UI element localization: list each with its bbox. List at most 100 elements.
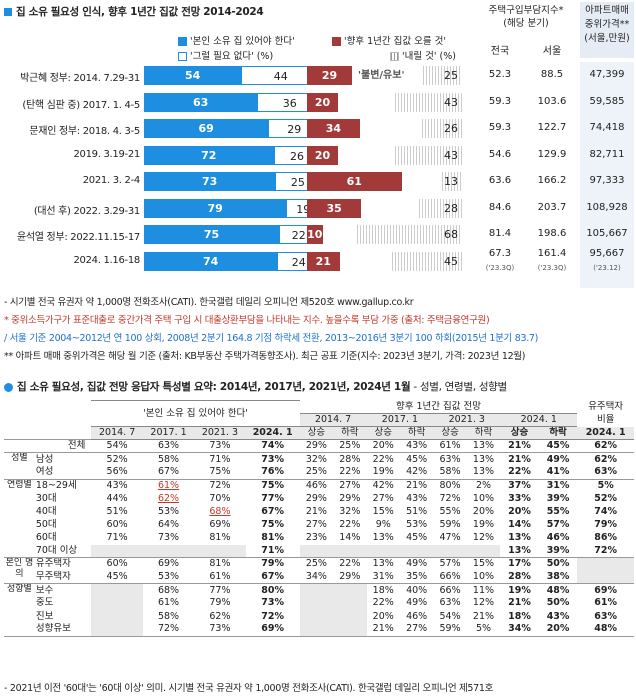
need-cell: 53% — [157, 505, 180, 517]
need-cell: 75% — [261, 518, 285, 530]
outlook-cell: 58% — [439, 466, 461, 478]
index-seoul: 166.2 — [537, 175, 567, 186]
need-cell: 58% — [142, 452, 195, 466]
legend-swatch-icon — [178, 37, 187, 46]
need-cell: 54% — [91, 439, 143, 453]
outlook-cell: 32% — [339, 505, 361, 517]
need-cell: 67% — [261, 571, 285, 583]
owner-cell: 72% — [594, 544, 618, 556]
index-national: 63.6 — [488, 175, 512, 186]
need-cell: 61% — [142, 478, 195, 493]
need-cell — [91, 610, 143, 624]
outlook-cell: 34% — [508, 623, 531, 635]
outlook-cell: 72% — [439, 492, 461, 504]
legend-up: '향후 1년간 집값 오를 것' — [332, 33, 446, 47]
outlook-cell: 18% — [508, 610, 531, 622]
header-owner-rate: 비율 — [596, 414, 615, 426]
outlook-cell: 13% — [372, 531, 394, 543]
index-seoul: 88.5 — [540, 69, 564, 80]
bar-up: 35 — [307, 198, 362, 218]
header-owner: 유주택자 — [588, 401, 624, 413]
outlook-cell: 13% — [472, 466, 495, 478]
outlook-cell: 22% — [339, 518, 361, 530]
outlook-cell: 29% — [339, 492, 361, 504]
outlook-cell: 80% — [433, 478, 467, 493]
outlook-cell — [299, 610, 334, 624]
index-seoul-note: ('23.3Q) — [537, 263, 567, 272]
need-cell: 81% — [261, 531, 285, 543]
index-national: 81.4 — [488, 228, 512, 239]
need-cell: 80% — [245, 583, 300, 597]
row-label: 진보 — [35, 610, 54, 622]
legend-noneed: '그럴 필요 없다' (%) — [178, 48, 273, 62]
outlook-cell: 54% — [439, 610, 461, 622]
owner-cell: 86% — [594, 531, 618, 543]
row-label: 문재인 정부: 2018. 4. 3-5 — [29, 126, 140, 137]
group-label: 성별 — [4, 452, 35, 480]
outlook-cell: 51% — [406, 505, 428, 517]
outlook-cell: 66% — [439, 571, 461, 583]
need-cell: 73% — [245, 452, 300, 466]
need-cell: 74% — [245, 439, 300, 453]
row-label: 2019. 3.19-21 — [73, 148, 140, 160]
owner-cell — [577, 570, 634, 584]
outlook-cell: 59% — [439, 518, 461, 530]
need-cell: 67% — [261, 505, 285, 517]
index-seoul: 129.9 — [537, 148, 567, 160]
need-cell: 75% — [245, 478, 300, 493]
outlook-cell — [466, 544, 501, 558]
outlook-cell: 29% — [305, 492, 327, 504]
need-cell: 68% — [209, 505, 231, 517]
outlook-cell: 28% — [508, 571, 531, 583]
outlook-cell: 55% — [546, 505, 570, 517]
outlook-cell: 32% — [299, 452, 334, 466]
need-cell: 62% — [157, 492, 180, 504]
need-cell: 61% — [157, 597, 180, 609]
outlook-cell: 50% — [538, 557, 578, 571]
index-national: 59.3 — [488, 122, 512, 133]
outlook-cell: 41% — [546, 466, 570, 478]
index-seoul: 122.7 — [537, 122, 567, 133]
header-outlook: 향후 1년간 집값 전망 — [396, 400, 482, 412]
need-cell: 71% — [106, 531, 128, 543]
bar-down: 28 — [418, 198, 462, 218]
need-cell: 81% — [209, 531, 231, 543]
need-cell: 76% — [261, 466, 285, 478]
need-cell: 73% — [157, 531, 180, 543]
need-cell: 62% — [209, 610, 231, 622]
header-year: 2024. 1 — [500, 413, 578, 428]
need-cell: 53% — [157, 571, 180, 583]
header-down: 하락 — [333, 426, 367, 441]
need-cell: 77% — [261, 492, 285, 504]
owner-cell: 52% — [594, 492, 618, 504]
outlook-cell: 50% — [546, 597, 570, 609]
outlook-cell: 13% — [508, 544, 531, 556]
bar-down: 43 — [395, 92, 462, 112]
row-label: 30대 — [35, 492, 57, 504]
header-owner-year: 2024. 1 — [577, 426, 634, 441]
price-header: 아파트매매 중위가격** (서울,만원) — [580, 2, 634, 58]
need-cell: 72% — [194, 478, 246, 493]
outlook-cell: 19% — [472, 518, 495, 530]
outlook-cell: 27% — [333, 478, 367, 493]
outlook-cell: 14% — [508, 518, 531, 530]
outlook-cell: 33% — [508, 492, 531, 504]
header-down: 하락 — [466, 426, 501, 441]
row-label: 윤석열 정부: 2022.11.15-17 — [16, 232, 140, 243]
outlook-cell: 21% — [508, 597, 531, 609]
outlook-cell: 57% — [433, 557, 467, 571]
outlook-cell: 22% — [372, 597, 394, 609]
outlook-cell: 10% — [472, 571, 495, 583]
outlook-cell: 31% — [538, 478, 578, 493]
owner-cell: 79% — [594, 518, 618, 530]
row-label: (대선 후) 2022. 3.29-31 — [33, 205, 140, 217]
row-label: 18~29세 — [34, 478, 92, 493]
row-label: 성향유보 — [35, 623, 71, 635]
outlook-cell: 21% — [372, 623, 394, 635]
bar-need: 63 — [144, 92, 258, 112]
note-index-def: * 중위소득가구가 표준대출로 중간가격 주택 구입 시 대출상환부담을 나타내… — [4, 315, 490, 326]
outlook-cell: 42% — [406, 466, 428, 478]
outlook-cell: 19% — [372, 466, 394, 478]
outlook-cell: 39% — [546, 544, 570, 556]
